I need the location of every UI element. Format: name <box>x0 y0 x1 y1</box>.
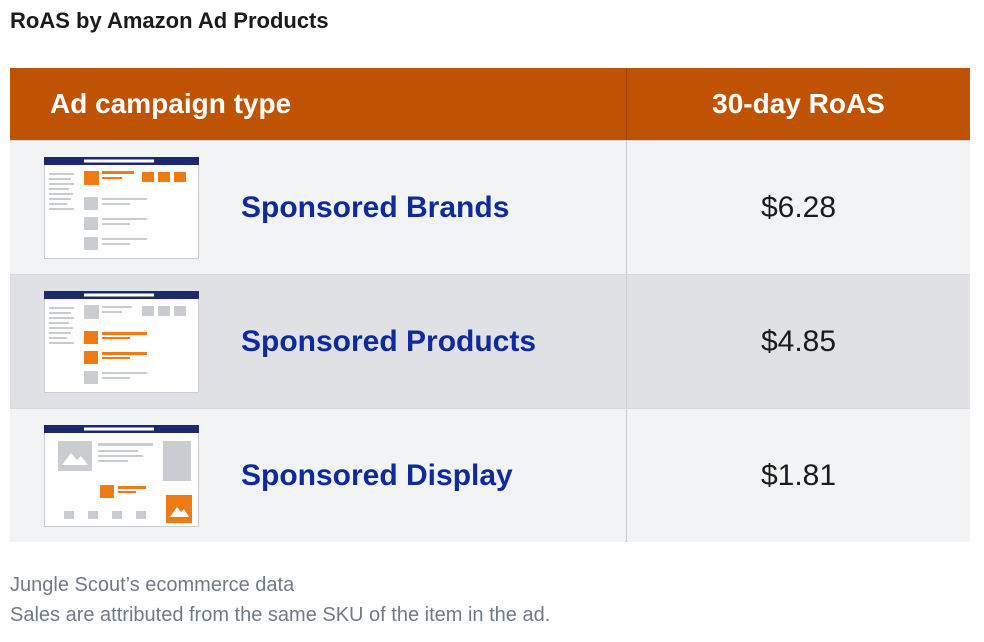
column-header-roas: 30-day RoAS <box>712 88 885 119</box>
sponsored-products-page-icon <box>44 290 199 393</box>
attribution-note: Sales are attributed from the same SKU o… <box>10 604 551 626</box>
ad-type-label: Sponsored Products <box>241 324 537 358</box>
ad-type-cell: Sponsored Brands <box>10 141 627 274</box>
column-header-ad-type: Ad campaign type <box>10 68 627 140</box>
chart-title: RoAS by Amazon Ad Products <box>10 8 329 33</box>
sponsored-brands-page-icon <box>44 156 199 259</box>
roas-table: Ad campaign type 30-day RoAS <box>10 68 970 542</box>
source-notes: Jungle Scout’s ecommerce data Sales are … <box>10 570 550 630</box>
table-row: Sponsored Products $4.85 <box>10 274 970 408</box>
table-row: Sponsored Display $1.81 <box>10 408 970 542</box>
table-row: Sponsored Brands $6.28 <box>10 140 970 274</box>
ad-type-label: Sponsored Brands <box>241 190 510 224</box>
sponsored-display-page-icon <box>44 424 199 527</box>
source-note: Jungle Scout’s ecommerce data <box>10 574 295 596</box>
table-header: Ad campaign type 30-day RoAS <box>10 68 970 140</box>
roas-value: $4.85 <box>760 324 837 358</box>
ad-type-cell: Sponsored Display <box>10 409 627 542</box>
ad-type-cell: Sponsored Products <box>10 275 627 408</box>
roas-value: $6.28 <box>760 190 837 224</box>
roas-value: $1.81 <box>760 458 837 492</box>
ad-type-label: Sponsored Display <box>241 458 513 492</box>
